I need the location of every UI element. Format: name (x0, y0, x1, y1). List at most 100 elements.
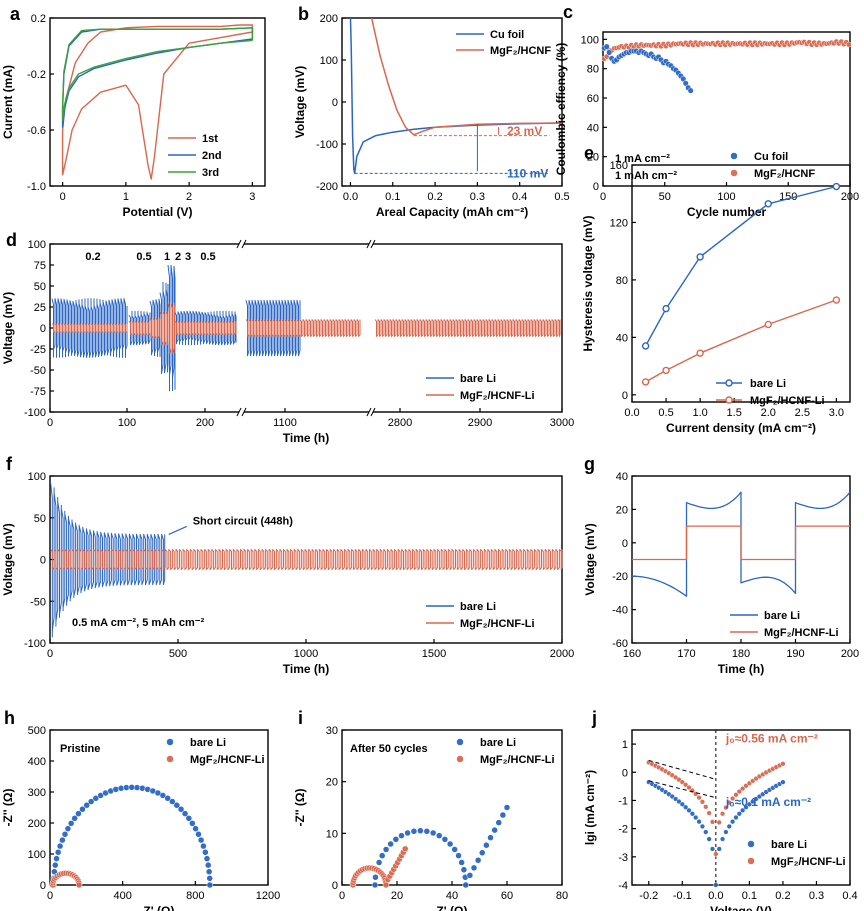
data-point (733, 814, 739, 821)
data-point (87, 798, 95, 805)
y-tick-label: -200 (316, 181, 338, 193)
data-point (371, 881, 379, 889)
data-point (689, 811, 696, 817)
data-point (662, 366, 670, 375)
data-point (696, 794, 702, 801)
legend-entry: bare Li (190, 737, 226, 749)
panel-letter: g (584, 454, 595, 474)
condition-note: 1 mA cm⁻² (615, 153, 670, 165)
rate-label: 0.5 (200, 251, 215, 263)
y-axis-label: -Z'' (Ω) (293, 789, 307, 827)
data-point (56, 842, 64, 850)
y-axis-label: Voltage (mV) (293, 66, 307, 138)
x-tick-label: 40 (446, 890, 458, 902)
y-tick-label: 200 (28, 818, 46, 830)
data-point (375, 859, 383, 866)
rate-label: 1 (164, 251, 170, 263)
plot-frame (631, 164, 851, 403)
rate-label: 0.5 (136, 251, 151, 263)
axis-break (369, 408, 373, 416)
legend-marker (747, 840, 755, 848)
y-tick-label: -1.0 (27, 181, 46, 193)
y-tick-label: -100 (316, 139, 338, 151)
data-point (503, 804, 511, 811)
x-tick-label: 0.2 (775, 890, 790, 902)
data-point (723, 829, 729, 835)
y-tick-label: 0 (40, 555, 46, 567)
data-point (686, 784, 692, 791)
y-tick-label: 120 (610, 217, 628, 229)
data-point (159, 792, 167, 799)
x-tick-label: 0.0 (343, 191, 358, 203)
data-point (743, 804, 749, 810)
panel-letter: b (298, 4, 309, 24)
data-point (832, 296, 841, 304)
panel-a: 0 1 2 3 -1.0 -0.6 -0.2 0.2 Potential (V) Current … (1, 4, 266, 219)
data-point (75, 810, 82, 817)
y-tick-label: -60 (612, 638, 628, 650)
x-tick-label: 0.5 (554, 191, 569, 203)
legend-marker (730, 152, 738, 160)
y-tick-label: 20 (616, 504, 628, 516)
x-tick-label: 50 (659, 191, 671, 203)
y-tick-label: 0 (332, 97, 338, 109)
y-tick-label: 200 (320, 13, 338, 25)
data-point (112, 786, 120, 793)
legend-entry: bare Li (771, 839, 807, 851)
data-point (382, 881, 390, 889)
legend-marker (725, 396, 733, 404)
x-tick-label: 2.5 (795, 407, 810, 419)
y-axis-label: -Z'' (Ω) (1, 789, 15, 827)
legend-entry: bare Li (460, 373, 496, 385)
y-tick-label: 40 (587, 122, 599, 134)
x-tick-label: 1.0 (692, 407, 707, 419)
rate-label: 2 (175, 251, 181, 263)
data-point (205, 868, 213, 875)
data-point (460, 866, 468, 873)
legend-entry: MgF₂/HCNF-Li (190, 754, 265, 766)
data-point (382, 846, 390, 853)
legend-entry: Cu foil (754, 151, 788, 163)
data-point (606, 49, 613, 56)
cv-curve (61, 24, 254, 180)
data-point (378, 852, 386, 859)
x-tick-label: 200 (841, 648, 859, 660)
panel-j: -0.2 -0.1 0.0 0.1 0.2 0.3 0.4 -4 -3 -2 -1 0 1 Voltage… (583, 708, 858, 911)
x-tick-label: 160 (623, 648, 641, 660)
x-tick-label: 0.1 (742, 890, 757, 902)
data-point (429, 829, 437, 837)
cycling-trace (128, 320, 151, 336)
x-axis-label: Voltage (V) (710, 904, 772, 911)
data-point (764, 320, 772, 329)
y-tick-label: 50 (34, 513, 46, 525)
axis-break-mark (241, 239, 247, 249)
data-point (462, 881, 469, 889)
data-point (53, 855, 60, 862)
panel-letter: a (10, 4, 21, 24)
x-tick-label: 2.0 (761, 407, 776, 419)
data-point (696, 349, 704, 357)
x-tick-label: 60 (501, 890, 513, 902)
annotation: 23 mV (507, 124, 542, 138)
x-tick-label: 0 (600, 191, 606, 203)
x-tick-label: 800 (186, 890, 204, 902)
plot-frame (49, 729, 269, 886)
legend-entry: MgF₂/HCNF-Li (750, 395, 825, 407)
data-point (726, 823, 732, 830)
data-point (713, 851, 719, 857)
data-point (455, 852, 462, 859)
y-tick-label: 0 (593, 181, 599, 193)
data-point (740, 785, 746, 792)
x-tick-label: 0 (47, 648, 53, 660)
x-tick-label: 0.3 (470, 191, 485, 203)
data-point (603, 43, 610, 50)
legend-marker (747, 857, 755, 865)
tafel-fit (648, 780, 716, 799)
x-axis-label: Time (h) (283, 431, 329, 445)
data-point (470, 864, 478, 872)
data-point (392, 836, 400, 843)
panel-letter: d (6, 230, 17, 250)
data-point (662, 304, 670, 313)
panel-letter: e (584, 143, 594, 163)
panel-letter: h (4, 708, 15, 728)
